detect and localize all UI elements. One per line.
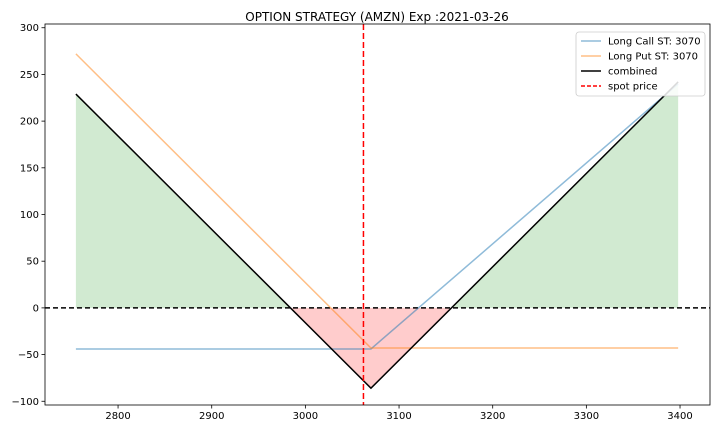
legend: Long Call ST: 3070 Long Put ST: 3070 combi… — [575, 31, 706, 97]
legend-label: spot price — [608, 82, 658, 93]
y-tick-label: −100 — [12, 397, 39, 408]
chart-title: OPTION STRATEGY (AMZN) Exp :2021-03-26 — [245, 10, 508, 24]
y-tick-label: 150 — [20, 163, 39, 174]
x-tick-label: 3200 — [480, 411, 505, 422]
legend-box — [575, 31, 706, 97]
x-tick-label: 2800 — [105, 411, 130, 422]
y-tick-label: 250 — [20, 70, 39, 81]
long-put-line — [75, 53, 679, 349]
y-tick-label: −50 — [18, 350, 39, 361]
legend-label: Long Call ST: 3070 — [608, 37, 701, 48]
legend-label: combined — [608, 67, 657, 78]
x-tick-label: 3100 — [386, 411, 411, 422]
x-tick-label: 3000 — [293, 411, 318, 422]
long-call-line — [75, 83, 679, 350]
x-axis: 2800 2900 3000 3100 3200 3300 3400 — [105, 405, 693, 422]
x-tick-label: 3300 — [574, 411, 599, 422]
x-tick-label: 3400 — [667, 411, 692, 422]
y-tick-label: 200 — [20, 117, 39, 128]
y-axis: −100 −50 0 50 100 150 200 250 300 — [12, 23, 45, 408]
plot-area — [45, 24, 710, 405]
y-tick-label: 50 — [26, 257, 39, 268]
y-tick-label: 0 — [33, 303, 39, 314]
combined-payoff-line — [75, 81, 679, 390]
x-tick-label: 2900 — [199, 411, 224, 422]
legend-label: Long Put ST: 3070 — [608, 52, 698, 63]
y-tick-label: 300 — [20, 23, 39, 34]
y-tick-label: 100 — [20, 210, 39, 221]
